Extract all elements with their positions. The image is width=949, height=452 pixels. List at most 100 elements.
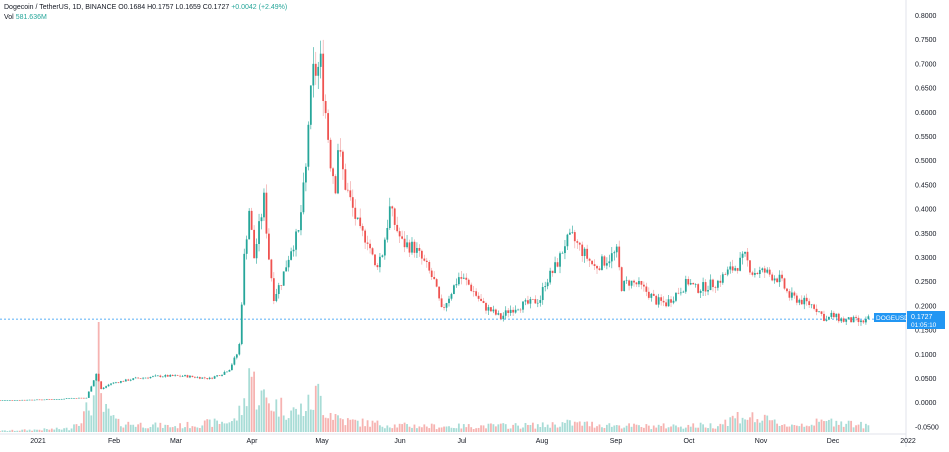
candle-body <box>413 241 416 253</box>
candle-body <box>763 268 766 273</box>
volume-bar <box>618 425 621 432</box>
candle-body <box>420 250 423 259</box>
volume-bar <box>329 412 332 432</box>
volume-bar <box>36 429 38 432</box>
volume-bar <box>739 423 741 432</box>
candle-body <box>756 273 759 274</box>
volume-bar <box>482 425 485 432</box>
candle-body <box>852 316 855 323</box>
volume-bar <box>675 425 677 432</box>
volume-bar <box>457 423 460 432</box>
candle-body <box>724 274 727 275</box>
candle-body <box>682 291 685 293</box>
candle-body <box>472 291 475 292</box>
volume-bar <box>677 427 680 432</box>
volume-bar <box>689 426 692 432</box>
candle-body <box>559 253 561 267</box>
volume-bar <box>43 428 46 432</box>
volume-bar <box>238 405 241 432</box>
candle-body <box>746 251 749 261</box>
volume-bar <box>374 422 376 432</box>
y-tick-label: 0.0000 <box>915 400 937 407</box>
candle-body <box>502 315 505 320</box>
volume-bar <box>110 415 112 432</box>
candle-body <box>156 375 159 377</box>
volume-bar <box>610 426 613 432</box>
volume-bar <box>411 427 413 432</box>
candle-body <box>576 241 579 243</box>
volume-bar <box>245 406 248 432</box>
candle-body <box>492 309 495 312</box>
candle-body <box>554 262 556 273</box>
volume-bar <box>850 420 853 432</box>
volume-bar <box>499 423 502 432</box>
volume-bar <box>4 430 6 432</box>
volume-bar <box>391 428 394 432</box>
x-axis[interactable]: 2021 Feb Mar Apr May Jun Jul Aug Sep Oct Nov Dec 202… <box>30 438 916 445</box>
candle-body <box>179 375 181 377</box>
volume-bar <box>867 425 870 432</box>
volume-bar <box>174 426 177 432</box>
candle-body <box>401 236 404 239</box>
x-tick-label: 2021 <box>30 438 46 445</box>
volume-bar <box>601 427 603 432</box>
volume-bar <box>393 424 396 432</box>
candle-body <box>539 300 542 303</box>
volume-bar <box>203 420 206 432</box>
candle-body <box>139 378 142 379</box>
volume-bar <box>85 402 88 432</box>
candle-body <box>652 293 655 296</box>
candle-body <box>0 400 1 401</box>
candle-body <box>233 357 236 365</box>
volume-bar <box>862 428 865 432</box>
volume-bar <box>53 429 56 432</box>
volume-bar <box>191 426 194 432</box>
candle-body <box>477 295 480 299</box>
x-tick-label: Feb <box>108 438 120 445</box>
candle-body <box>645 286 648 292</box>
candle-body <box>588 258 591 261</box>
x-tick-label: Nov <box>755 438 768 445</box>
candle-body <box>63 398 66 400</box>
volume-bar <box>660 425 663 432</box>
candle-body <box>95 373 98 381</box>
volume-bar <box>455 428 458 432</box>
volume-bar <box>734 418 737 432</box>
volume-bar <box>295 408 297 432</box>
candle-body <box>623 280 626 291</box>
candle-body <box>221 374 223 376</box>
volume-bar <box>581 425 584 432</box>
volume-bar <box>497 424 500 432</box>
candle-body <box>605 263 608 266</box>
candle-body <box>218 375 221 376</box>
y-tick-label: 0.7500 <box>915 37 937 44</box>
volume-bar <box>534 428 537 432</box>
candle-body <box>798 299 801 303</box>
volume-bar <box>694 427 697 432</box>
volume-bar <box>546 424 549 432</box>
volume-bar <box>8 430 11 432</box>
volume-bar <box>564 422 566 432</box>
volume-bar <box>756 419 759 432</box>
candle-body <box>519 309 522 311</box>
candle-body <box>144 377 147 379</box>
volume-bar <box>381 426 384 432</box>
volume-bar <box>147 428 149 432</box>
volume-bar <box>268 403 270 432</box>
volume-bar <box>383 428 386 432</box>
y-axis[interactable]: 0.8000 0.7500 0.7000 0.6500 0.6000 0.5500 0.50… <box>915 13 939 431</box>
volume-bar <box>164 424 167 432</box>
candle-body <box>322 53 325 102</box>
candle-body <box>566 234 569 247</box>
volume-bar <box>201 425 204 432</box>
volume-bar <box>754 422 756 432</box>
candle-body <box>319 53 322 67</box>
volume-bar <box>223 423 226 432</box>
candle-body <box>475 291 478 296</box>
candle-body <box>729 266 732 270</box>
candle-body <box>726 269 729 275</box>
candle-body <box>618 246 621 268</box>
candle-body <box>625 280 628 282</box>
